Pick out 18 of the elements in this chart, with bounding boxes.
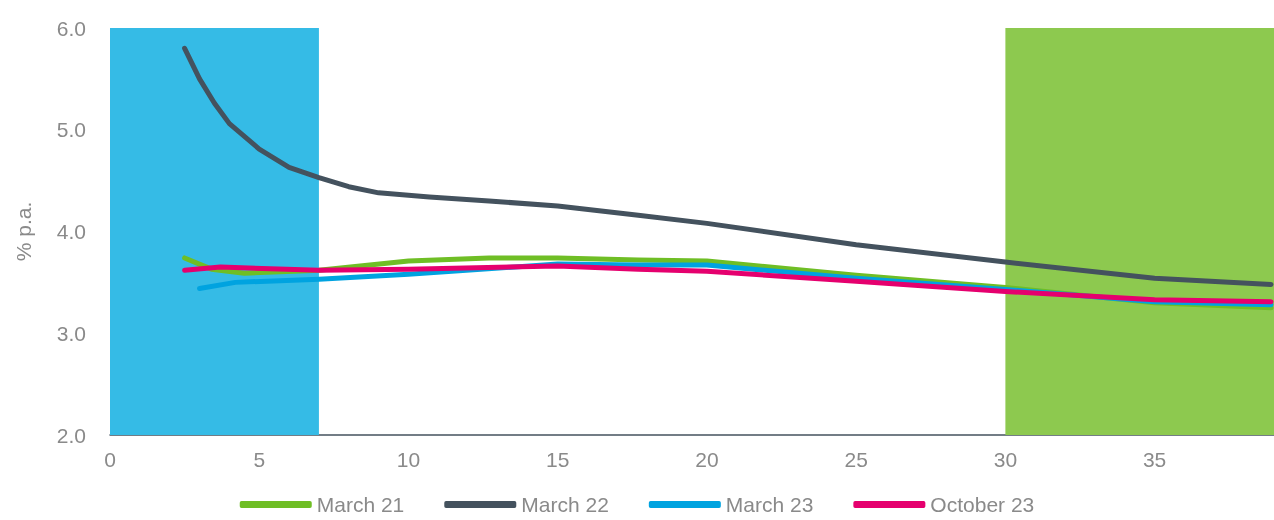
y-tick-label: 6.0 (56, 16, 86, 40)
y-axis-title: % p.a. (12, 201, 35, 262)
x-tick-label: 15 (546, 448, 570, 471)
legend-label: March 22 (521, 493, 609, 516)
x-tick-label: 20 (695, 448, 719, 471)
legend-label: March 21 (316, 493, 405, 516)
x-tick-label: 10 (396, 448, 421, 471)
x-tick-label: 0 (104, 448, 116, 471)
x-tick-label: 30 (993, 448, 1018, 471)
legend-label: March 23 (725, 493, 814, 516)
y-tick-label: 3.0 (56, 321, 86, 345)
y-tick-label: 4.0 (56, 220, 86, 243)
y-tick-label: 5.0 (56, 118, 86, 142)
y-tick-label: 2.0 (56, 423, 86, 447)
x-tick-label: 5 (253, 448, 266, 471)
x-tick-label: 25 (844, 448, 868, 471)
legend-label: October 23 (930, 493, 1035, 516)
x-tick-label: 35 (1142, 448, 1167, 471)
